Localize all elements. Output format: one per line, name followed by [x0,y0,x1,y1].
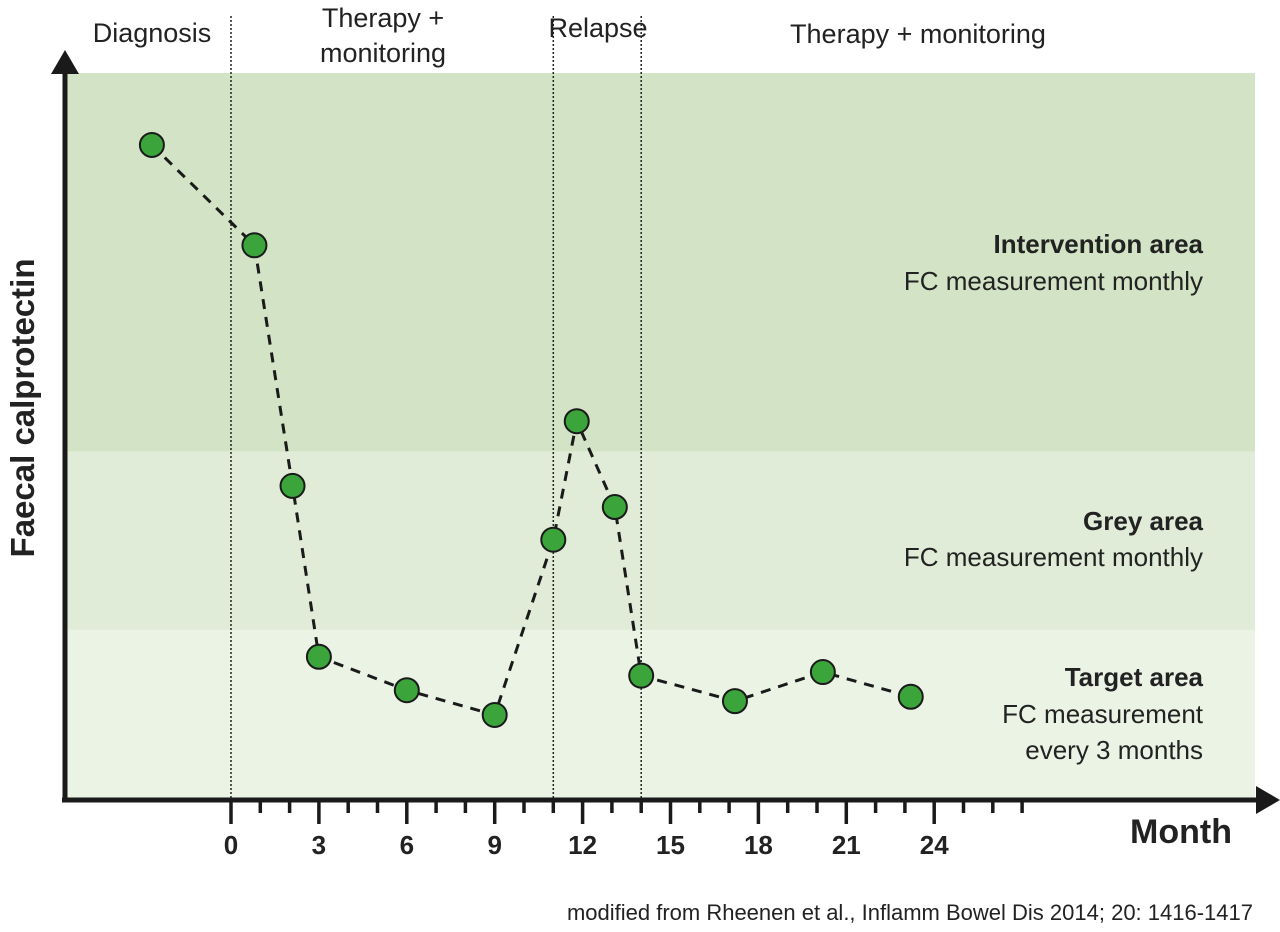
x-tick-label: 24 [920,830,949,860]
x-ticks: 0 3 6 9 12 15 18 21 24 [224,800,1024,860]
series [138,131,924,728]
data-point [305,643,332,670]
band-target [65,629,1255,800]
band-title-target: Target area [1065,662,1204,692]
x-tick-label: 3 [312,830,326,860]
data-point [721,688,748,715]
band-title-grey: Grey area [1083,506,1204,536]
bands [65,73,1255,800]
band-grey [65,451,1255,630]
band-subtitle-grey: FC measurement monthly [904,542,1203,572]
x-tick-label: 18 [744,830,773,860]
band-subtitle2-target: every 3 months [1025,735,1203,765]
band-labels: Intervention area FC measurement monthly G… [904,229,1204,765]
band-subtitle-intervention: FC measurement monthly [904,266,1203,296]
source-note: modified from Rheenen et al., Inflamm Bo… [567,900,1253,925]
data-point [601,494,628,521]
data-point [897,683,924,710]
y-axis-arrow [51,50,79,74]
data-point [279,472,306,499]
x-tick-label: 6 [400,830,414,860]
phase-label: Therapy + monitoring [790,19,1046,49]
phase-label: Therapy + [322,3,444,33]
x-axis-arrow [1256,786,1280,814]
x-tick-label: 9 [487,830,501,860]
data-point [540,526,567,553]
data-point [481,701,508,728]
x-axis-label: Month [1130,813,1232,851]
data-point [563,408,590,435]
phase-label-line2: monitoring [320,38,446,68]
data-point [809,659,836,686]
x-tick-label: 21 [832,830,861,860]
x-tick-label: 12 [568,830,597,860]
band-title-intervention: Intervention area [993,229,1203,259]
y-axis-label: Faecal calprotectin [4,259,41,558]
data-point [628,662,655,689]
x-tick-label: 15 [656,830,685,860]
band-subtitle-target: FC measurement [1002,699,1204,729]
band-intervention [65,73,1255,452]
x-tick-label: 0 [224,830,238,860]
data-point [393,677,420,704]
phase-labels: Diagnosis Therapy + monitoring Relapse Thera… [93,3,1046,68]
data-point [138,131,165,158]
phase-label: Relapse [548,13,647,43]
phase-label: Diagnosis [93,18,212,48]
data-point [241,232,268,259]
